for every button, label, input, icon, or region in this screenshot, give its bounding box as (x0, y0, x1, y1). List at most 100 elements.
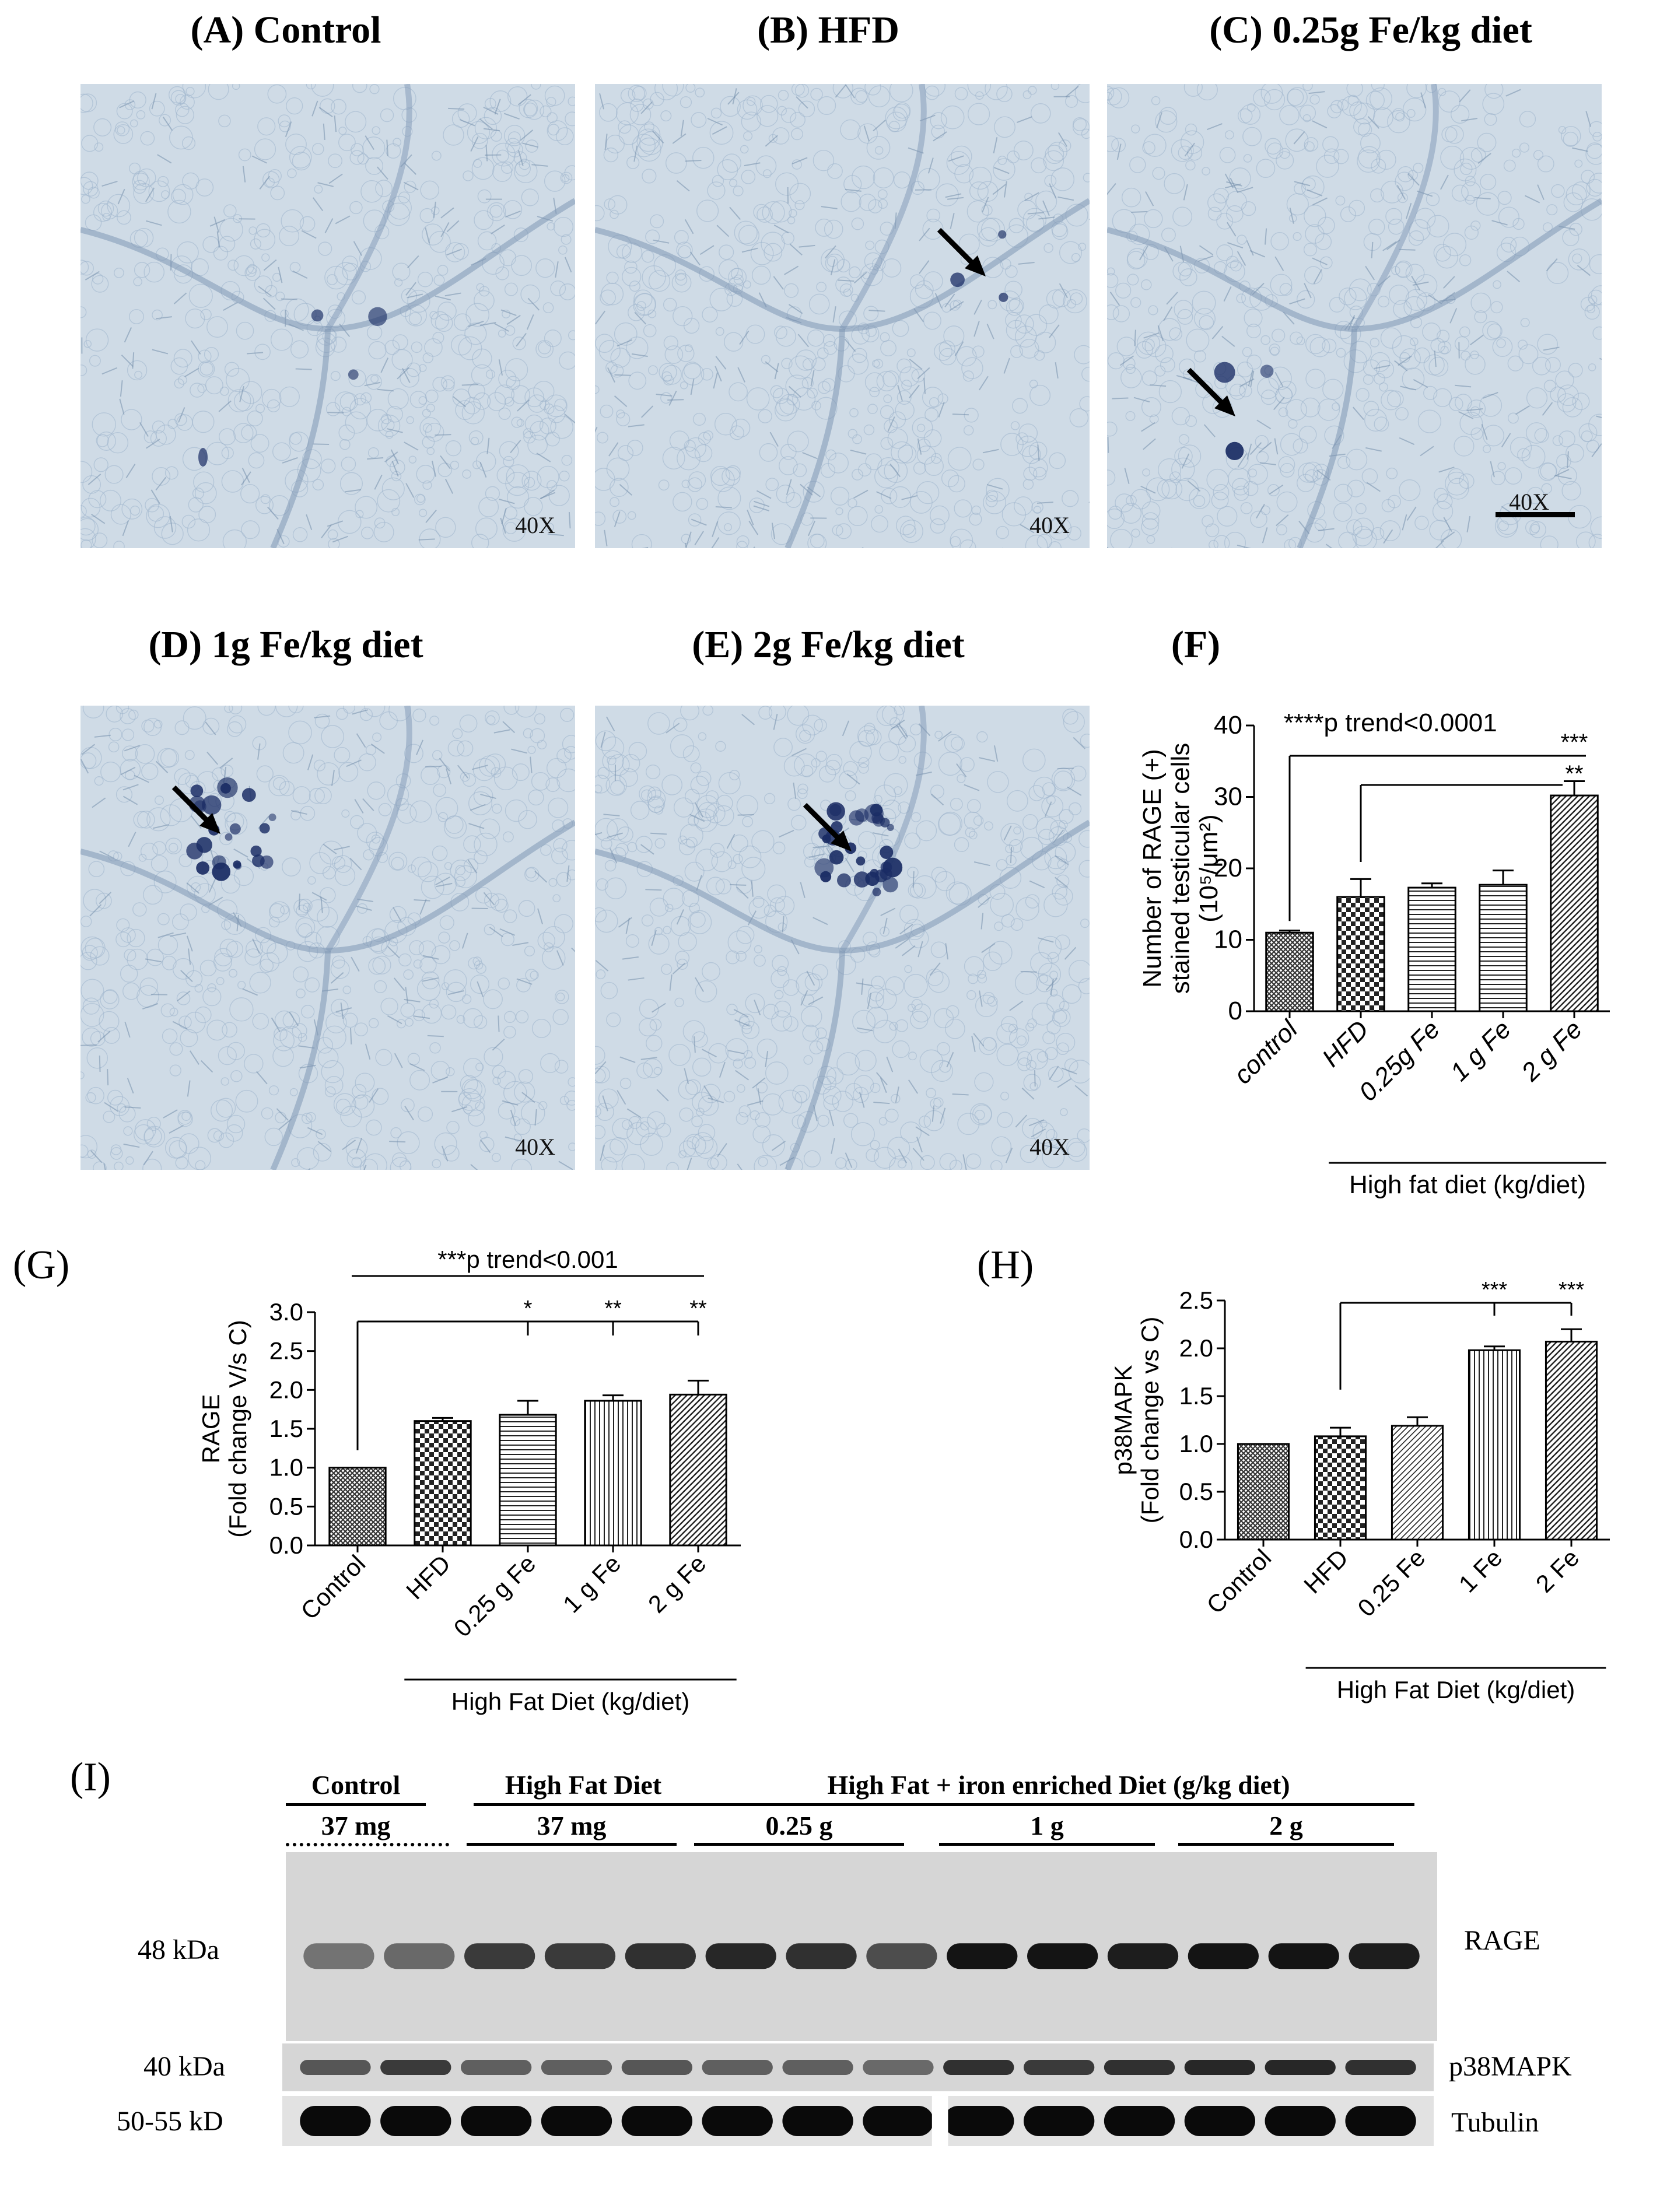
arrow-icon (937, 227, 986, 276)
band (621, 2060, 693, 2075)
dose-label-control: 37 mg (321, 1811, 391, 1841)
y-tick-label: 2.5 (1179, 1286, 1213, 1314)
chart-f: 0 10 20 30 40 Number of RAGE (+)stained testi… (1138, 709, 1610, 1199)
dose-label-025: 0.25 g (765, 1811, 833, 1841)
bar-4 (1545, 1328, 1598, 1541)
y-axis-label: Number of RAGE (+)stained testicular cel… (1138, 743, 1223, 994)
band (1184, 2060, 1256, 2075)
sig-star: ** (1565, 761, 1583, 787)
bar (1314, 1435, 1367, 1541)
y-tick-label: 3.0 (269, 1298, 303, 1326)
band (460, 2060, 532, 2075)
band (625, 1943, 696, 1969)
panel-c-title: (C) 0.25g Fe/kg diet (1209, 9, 1532, 51)
dose-underline-control (286, 1843, 449, 1846)
blot-rage (286, 1852, 1437, 2041)
y-tick-label: 2.0 (1179, 1334, 1213, 1362)
band (702, 2106, 773, 2136)
y-tick-label: 2.5 (269, 1337, 303, 1365)
y-tick-label: 0.0 (269, 1531, 303, 1559)
bar (1550, 794, 1599, 1012)
dose-label-1g: 1 g (1030, 1811, 1064, 1841)
sig-star: *** (1482, 1278, 1508, 1302)
bar-0 (1237, 1443, 1290, 1541)
band (1023, 2106, 1095, 2136)
x-tick-label: HFD (1298, 1544, 1353, 1598)
scale-bar (1496, 512, 1575, 517)
band (1184, 2106, 1256, 2136)
panel-a-title: (A) Control (190, 9, 381, 51)
bar (1237, 1443, 1290, 1541)
band (1188, 1943, 1259, 1969)
band (705, 1943, 776, 1969)
dose-label-hfd: 37 mg (537, 1811, 607, 1841)
y-tick-label: 10 (1214, 926, 1242, 954)
y-tick-label: 1.0 (269, 1454, 303, 1481)
band (943, 2106, 1014, 2136)
bar-4 (669, 1379, 727, 1547)
tissue-image (595, 84, 1090, 548)
arrow-icon (803, 802, 852, 851)
protein-label-tubulin: Tubulin (1451, 2107, 1539, 2138)
x-tick-label: 2 Fe (1531, 1544, 1585, 1598)
y-tick-label: 0 (1228, 997, 1242, 1025)
dose-underline-hfd (467, 1843, 677, 1846)
kda-label-tubulin: 50-55 kD (117, 2106, 223, 2137)
arrow-icon (171, 785, 220, 834)
magnification-label: 40X (1029, 512, 1070, 538)
magnification-label: 40X (515, 512, 555, 538)
arrow-icon (1186, 367, 1235, 416)
band (384, 1943, 455, 1969)
tissue-image (1107, 84, 1602, 548)
band (541, 2106, 612, 2136)
bar (584, 1400, 642, 1547)
dose-label-2g: 2 g (1269, 1811, 1303, 1841)
micrograph-b: 40X (595, 84, 1090, 548)
dose-underline-1g (939, 1843, 1155, 1846)
panel-g-title: (G) (13, 1243, 70, 1288)
micrograph-a: 40X (80, 84, 575, 548)
band (947, 1943, 1018, 1969)
dose-underline-2g (1178, 1843, 1394, 1846)
band (460, 2106, 532, 2136)
x-tick-label: 2 g Fe (1516, 1015, 1588, 1087)
band (380, 2106, 451, 2136)
band (380, 2060, 451, 2075)
bar (1265, 931, 1314, 1012)
chart-g: 0.0 0.5 1.0 1.5 2.0 2.5 3.0 RAGE(Fold change V/… (197, 1246, 741, 1715)
band (544, 1943, 616, 1969)
y-tick-label: 1.0 (1179, 1430, 1213, 1457)
bar-4 (1550, 780, 1599, 1012)
band (1265, 2106, 1336, 2136)
y-tick-label: 0.0 (1179, 1526, 1213, 1553)
band (1104, 2106, 1175, 2136)
band (863, 2106, 934, 2136)
bar (414, 1420, 472, 1547)
bar (1407, 886, 1456, 1012)
band (541, 2060, 612, 2075)
blot-tubulin (282, 2096, 1434, 2146)
sig-star: ** (604, 1296, 622, 1321)
micrograph-c: 40X (1107, 84, 1602, 548)
panel-b-title: (B) HFD (757, 9, 899, 51)
x-group-label: High Fat Diet (kg/diet) (451, 1688, 689, 1715)
bar-1 (414, 1417, 472, 1547)
band (1349, 1943, 1420, 1969)
y-tick-label: 2.0 (269, 1376, 303, 1403)
x-tick-label: 1 g Fe (1445, 1015, 1517, 1086)
panel-d-title: (D) 1g Fe/kg diet (148, 623, 423, 666)
band (702, 2060, 773, 2075)
x-tick-label: control (1228, 1015, 1304, 1090)
sig-star: *** (1559, 1278, 1585, 1302)
kda-label-rage: 48 kDa (138, 1934, 219, 1965)
dose-underline-025 (694, 1843, 904, 1846)
sig-star: * (524, 1296, 533, 1321)
x-tick-label: Control (295, 1550, 370, 1625)
group-underline-control (286, 1803, 426, 1806)
bar-2 (1391, 1416, 1444, 1541)
sig-star: ** (689, 1296, 707, 1321)
panel-e-title: (E) 2g Fe/kg diet (692, 623, 965, 666)
bar-0 (328, 1467, 387, 1547)
band (943, 2060, 1014, 2075)
sig-star: *** (1561, 730, 1588, 755)
